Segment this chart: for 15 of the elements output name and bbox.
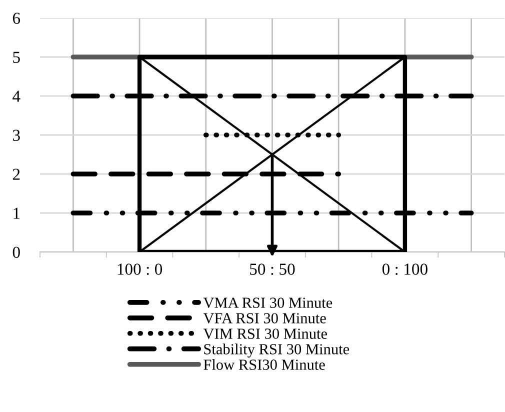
y-tick-label: 6: [12, 12, 20, 24]
y-tick-label: 3: [13, 130, 20, 141]
y-tick-label: 5: [13, 52, 20, 63]
legend-label: Flow RSI30 Minute: [204, 359, 325, 370]
legend-label: VIM RSI 30 Minute: [203, 328, 328, 339]
y-tick-label: 2: [12, 168, 20, 180]
y-tick-label: 0: [12, 246, 20, 258]
legend-label: VFA RSI 30 Minute: [203, 313, 326, 324]
x-tick-label: 50 : 50: [250, 264, 295, 275]
y-tick-label: 4: [12, 90, 20, 102]
y-tick-label: 1: [14, 208, 20, 219]
legend-label: Stability RSI 30 Minute: [204, 344, 350, 358]
x-tick-label: 0 : 100: [382, 264, 428, 275]
x-tick-label: 100 : 0: [118, 264, 162, 275]
legend-label: VMA RSI 30 Minute: [203, 298, 332, 308]
